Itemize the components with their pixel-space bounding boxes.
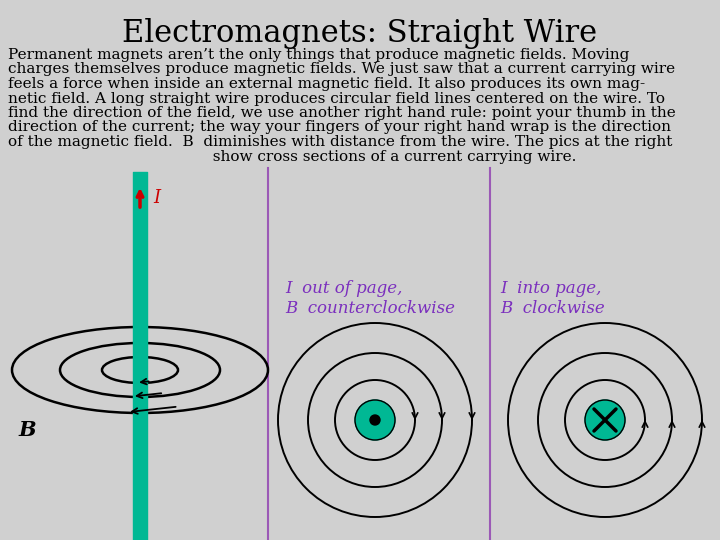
Circle shape <box>370 415 380 425</box>
Text: B: B <box>18 420 35 440</box>
Text: feels a force when inside an external magnetic field. It also produces its own m: feels a force when inside an external ma… <box>8 77 645 91</box>
Text: Electromagnets: Straight Wire: Electromagnets: Straight Wire <box>122 18 598 49</box>
Text: show cross sections of a current carrying wire.: show cross sections of a current carryin… <box>8 150 577 164</box>
Circle shape <box>355 400 395 440</box>
Text: I  out of page,
B  counterclockwise: I out of page, B counterclockwise <box>285 280 455 316</box>
Text: I  into page,
B  clockwise: I into page, B clockwise <box>500 280 605 316</box>
Text: netic field. A long straight wire produces circular field lines centered on the : netic field. A long straight wire produc… <box>8 91 665 105</box>
Text: charges themselves produce magnetic fields. We just saw that a current carrying : charges themselves produce magnetic fiel… <box>8 63 675 77</box>
Circle shape <box>585 400 625 440</box>
Text: Permanent magnets aren’t the only things that produce magnetic fields. Moving: Permanent magnets aren’t the only things… <box>8 48 629 62</box>
Text: of the magnetic field.  B  diminishes with distance from the wire. The pics at t: of the magnetic field. B diminishes with… <box>8 135 672 149</box>
Text: find the direction of the field, we use another right hand rule: point your thum: find the direction of the field, we use … <box>8 106 676 120</box>
Text: direction of the current; the way your fingers of your right hand wrap is the di: direction of the current; the way your f… <box>8 120 671 134</box>
Text: I: I <box>153 189 160 207</box>
